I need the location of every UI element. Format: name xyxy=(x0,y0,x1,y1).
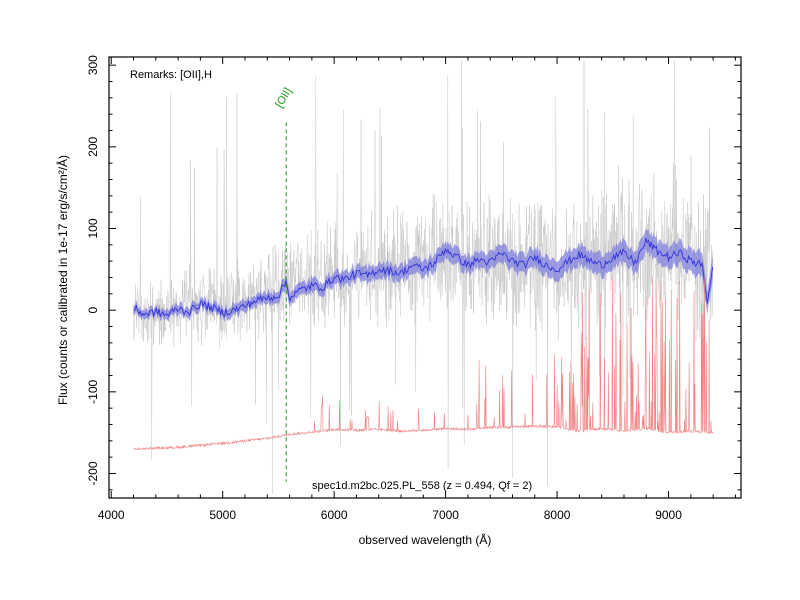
axis-ticks: 4000 5000 6000 7000 8000 9000 -200 -100 0 100 200 3… xyxy=(86,55,741,522)
remarks-text: Remarks: [OII],H xyxy=(130,69,212,81)
spectrum-caption: spec1d.m2bc.025.PL_558 (z = 0.494, Qf = … xyxy=(312,480,532,492)
y-tick-label: 300 xyxy=(86,55,100,75)
sky-spectrum-line xyxy=(133,275,714,451)
x-tick-label: 4000 xyxy=(98,508,125,522)
oii-marker-label: [OII] xyxy=(273,86,294,110)
y-tick-label: 200 xyxy=(86,137,100,157)
x-tick-label: 8000 xyxy=(544,508,571,522)
x-tick-label: 9000 xyxy=(655,508,682,522)
x-axis-title: observed wavelength (Å) xyxy=(359,532,492,547)
y-axis-title: Flux (counts or calibrated in 1e-17 erg/… xyxy=(55,155,70,405)
y-tick-label: 0 xyxy=(86,307,100,314)
uncertainty-band-area xyxy=(133,227,713,322)
uncertainty-band xyxy=(133,227,713,322)
x-tick-label: 7000 xyxy=(432,508,459,522)
smoothed-flux-series xyxy=(133,237,714,318)
y-tick-label: -200 xyxy=(86,461,100,485)
x-tick-label: 6000 xyxy=(321,508,348,522)
smoothed-flux-line xyxy=(133,237,714,318)
y-tick-label: -100 xyxy=(86,380,100,404)
sky-spectrum-series xyxy=(133,275,714,451)
x-tick-label: 5000 xyxy=(209,508,236,522)
y-tick-label: 100 xyxy=(86,218,100,238)
